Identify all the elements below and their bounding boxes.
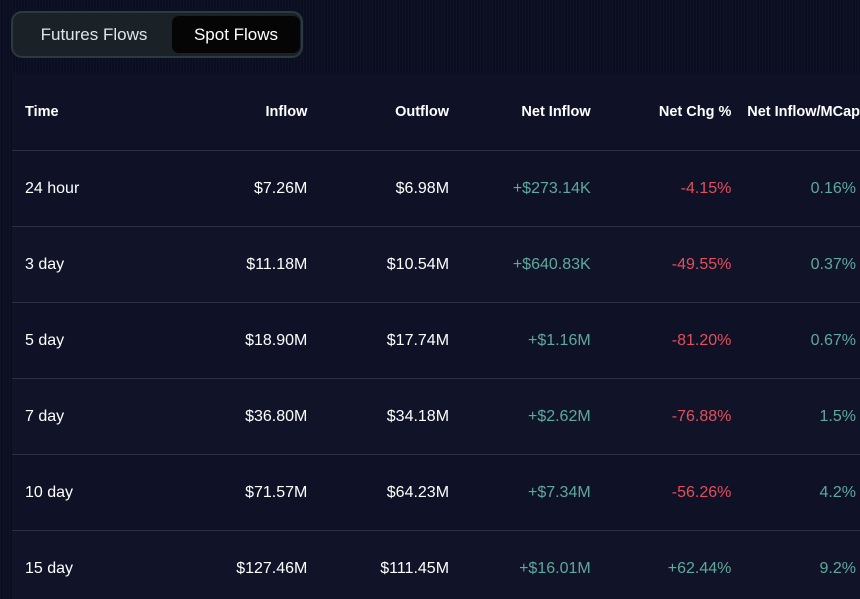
cell-net-chg: -81.20% bbox=[590, 302, 732, 379]
cell-time: 5 day bbox=[12, 302, 160, 379]
flow-type-toggle: Futures Flows Spot Flows bbox=[11, 11, 303, 58]
cell-net-chg: +62.44% bbox=[590, 530, 732, 599]
cell-net-inflow: +$1.16M bbox=[449, 302, 591, 379]
table-row: 3 day $11.18M $10.54M +$640.83K -49.55% … bbox=[12, 226, 860, 303]
header-net-chg[interactable]: Net Chg % bbox=[590, 74, 732, 151]
cell-time: 24 hour bbox=[12, 150, 160, 227]
cell-inflow: $127.46M bbox=[159, 530, 308, 599]
cell-net-inflow-mcap: 0.37% bbox=[731, 226, 860, 303]
table-row: 10 day $71.57M $64.23M +$7.34M -56.26% 4… bbox=[12, 454, 860, 531]
cell-net-chg: -4.15% bbox=[590, 150, 732, 227]
table-header-row: Time Inflow Outflow Net Inflow Net Chg %… bbox=[12, 74, 860, 151]
cell-inflow: $71.57M bbox=[159, 454, 308, 531]
header-net-inflow-mcap[interactable]: Net Inflow/MCap bbox=[731, 74, 860, 151]
cell-time: 7 day bbox=[12, 378, 160, 455]
cell-outflow: $10.54M bbox=[307, 226, 450, 303]
cell-inflow: $7.26M bbox=[159, 150, 308, 227]
cell-net-chg: -76.88% bbox=[590, 378, 732, 455]
cell-net-inflow-mcap: 4.2% bbox=[731, 454, 860, 531]
cell-net-inflow: +$273.14K bbox=[449, 150, 591, 227]
cell-outflow: $34.18M bbox=[307, 378, 450, 455]
cell-outflow: $6.98M bbox=[307, 150, 450, 227]
cell-net-inflow-mcap: 1.5% bbox=[731, 378, 860, 455]
tab-futures-flows[interactable]: Futures Flows bbox=[40, 24, 148, 44]
cell-net-inflow-mcap: 9.2% bbox=[731, 530, 860, 599]
cell-net-inflow-mcap: 0.67% bbox=[731, 302, 860, 379]
cell-time: 10 day bbox=[12, 454, 160, 531]
tab-spot-flows[interactable]: Spot Flows bbox=[172, 16, 300, 53]
cell-time: 3 day bbox=[12, 226, 160, 303]
header-time[interactable]: Time bbox=[12, 74, 160, 151]
flows-table-container: Time Inflow Outflow Net Inflow Net Chg %… bbox=[12, 74, 860, 599]
cell-outflow: $111.45M bbox=[307, 530, 450, 599]
table-row: 5 day $18.90M $17.74M +$1.16M -81.20% 0.… bbox=[12, 302, 860, 379]
cell-net-inflow: +$2.62M bbox=[449, 378, 591, 455]
cell-net-inflow: +$7.34M bbox=[449, 454, 591, 531]
cell-outflow: $64.23M bbox=[307, 454, 450, 531]
cell-time: 15 day bbox=[12, 530, 160, 599]
cell-net-chg: -49.55% bbox=[590, 226, 732, 303]
cell-inflow: $11.18M bbox=[159, 226, 308, 303]
cell-inflow: $18.90M bbox=[159, 302, 308, 379]
cell-net-chg: -56.26% bbox=[590, 454, 732, 531]
cell-net-inflow: +$16.01M bbox=[449, 530, 591, 599]
cell-inflow: $36.80M bbox=[159, 378, 308, 455]
table-row: 15 day $127.46M $111.45M +$16.01M +62.44… bbox=[12, 530, 860, 599]
header-outflow[interactable]: Outflow bbox=[307, 74, 450, 151]
cell-net-inflow-mcap: 0.16% bbox=[731, 150, 860, 227]
table-row: 24 hour $7.26M $6.98M +$273.14K -4.15% 0… bbox=[12, 150, 860, 227]
table-row: 7 day $36.80M $34.18M +$2.62M -76.88% 1.… bbox=[12, 378, 860, 455]
flows-table: Time Inflow Outflow Net Inflow Net Chg %… bbox=[12, 74, 860, 599]
cell-outflow: $17.74M bbox=[307, 302, 450, 379]
header-inflow[interactable]: Inflow bbox=[159, 74, 308, 151]
header-net-inflow[interactable]: Net Inflow bbox=[449, 74, 591, 151]
cell-net-inflow: +$640.83K bbox=[449, 226, 591, 303]
